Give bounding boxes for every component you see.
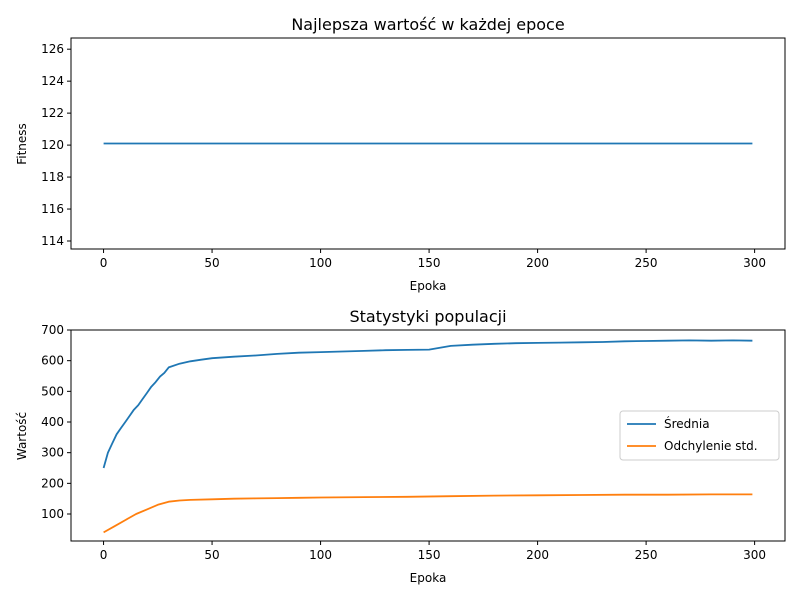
y-tick-label: 100 bbox=[41, 507, 64, 521]
x-tick-label: 250 bbox=[635, 548, 658, 562]
x-axis: 0 50 100 150 200 250 300 bbox=[100, 541, 766, 562]
y-tick-label: 126 bbox=[41, 42, 64, 56]
y-axis: 114 116 118 120 122 124 126 bbox=[41, 42, 71, 248]
x-tick-label: 200 bbox=[526, 548, 549, 562]
y-axis-label: Fitness bbox=[15, 123, 29, 165]
x-tick-label: 300 bbox=[743, 548, 766, 562]
series-line-1 bbox=[103, 493, 753, 534]
x-tick-label: 150 bbox=[418, 548, 441, 562]
y-tick-label: 114 bbox=[41, 234, 64, 248]
y-tick-label: 120 bbox=[41, 138, 64, 152]
chart-title: Statystyki populacji bbox=[349, 307, 506, 326]
x-tick-label: 150 bbox=[418, 256, 441, 270]
plot-area bbox=[70, 329, 786, 542]
legend: Średnia Odchylenie std. bbox=[619, 410, 780, 461]
x-tick-label: 100 bbox=[309, 548, 332, 562]
x-tick-label: 250 bbox=[635, 256, 658, 270]
y-tick-label: 600 bbox=[41, 354, 64, 368]
y-tick-label: 116 bbox=[41, 202, 64, 216]
y-tick-label: 118 bbox=[41, 170, 64, 184]
y-tick-label: 300 bbox=[41, 446, 64, 460]
y-axis-label: Wartość bbox=[15, 412, 29, 460]
legend-label-mean: Średnia bbox=[664, 416, 710, 431]
x-tick-label: 300 bbox=[743, 256, 766, 270]
x-tick-label: 50 bbox=[204, 548, 219, 562]
x-axis: 0 50 100 150 200 250 300 bbox=[100, 249, 766, 270]
y-axis: 100 200 300 400 500 600 700 bbox=[41, 323, 71, 521]
y-tick-label: 500 bbox=[41, 384, 64, 398]
plot-area bbox=[70, 37, 786, 250]
x-tick-label: 0 bbox=[100, 548, 108, 562]
x-axis-label: Epoka bbox=[410, 571, 447, 585]
population-stats-chart: Statystyki populacji 0 50 100 150 200 250 300 … bbox=[15, 307, 786, 585]
best-fitness-chart: Najlepsza wartość w każdej epoce 0 50 100 1… bbox=[15, 15, 786, 293]
legend-box bbox=[619, 410, 780, 461]
x-axis-label: Epoka bbox=[410, 279, 447, 293]
legend-label-std: Odchylenie std. bbox=[664, 439, 758, 453]
y-tick-label: 400 bbox=[41, 415, 64, 429]
series-line-0 bbox=[102, 339, 753, 469]
series-group bbox=[102, 339, 753, 534]
x-tick-label: 0 bbox=[100, 256, 108, 270]
y-tick-label: 124 bbox=[41, 74, 64, 88]
x-tick-label: 100 bbox=[309, 256, 332, 270]
y-tick-label: 122 bbox=[41, 106, 64, 120]
y-tick-label: 700 bbox=[41, 323, 64, 337]
x-tick-label: 50 bbox=[204, 256, 219, 270]
chart-title: Najlepsza wartość w każdej epoce bbox=[291, 15, 564, 34]
x-tick-label: 200 bbox=[526, 256, 549, 270]
y-tick-label: 200 bbox=[41, 476, 64, 490]
